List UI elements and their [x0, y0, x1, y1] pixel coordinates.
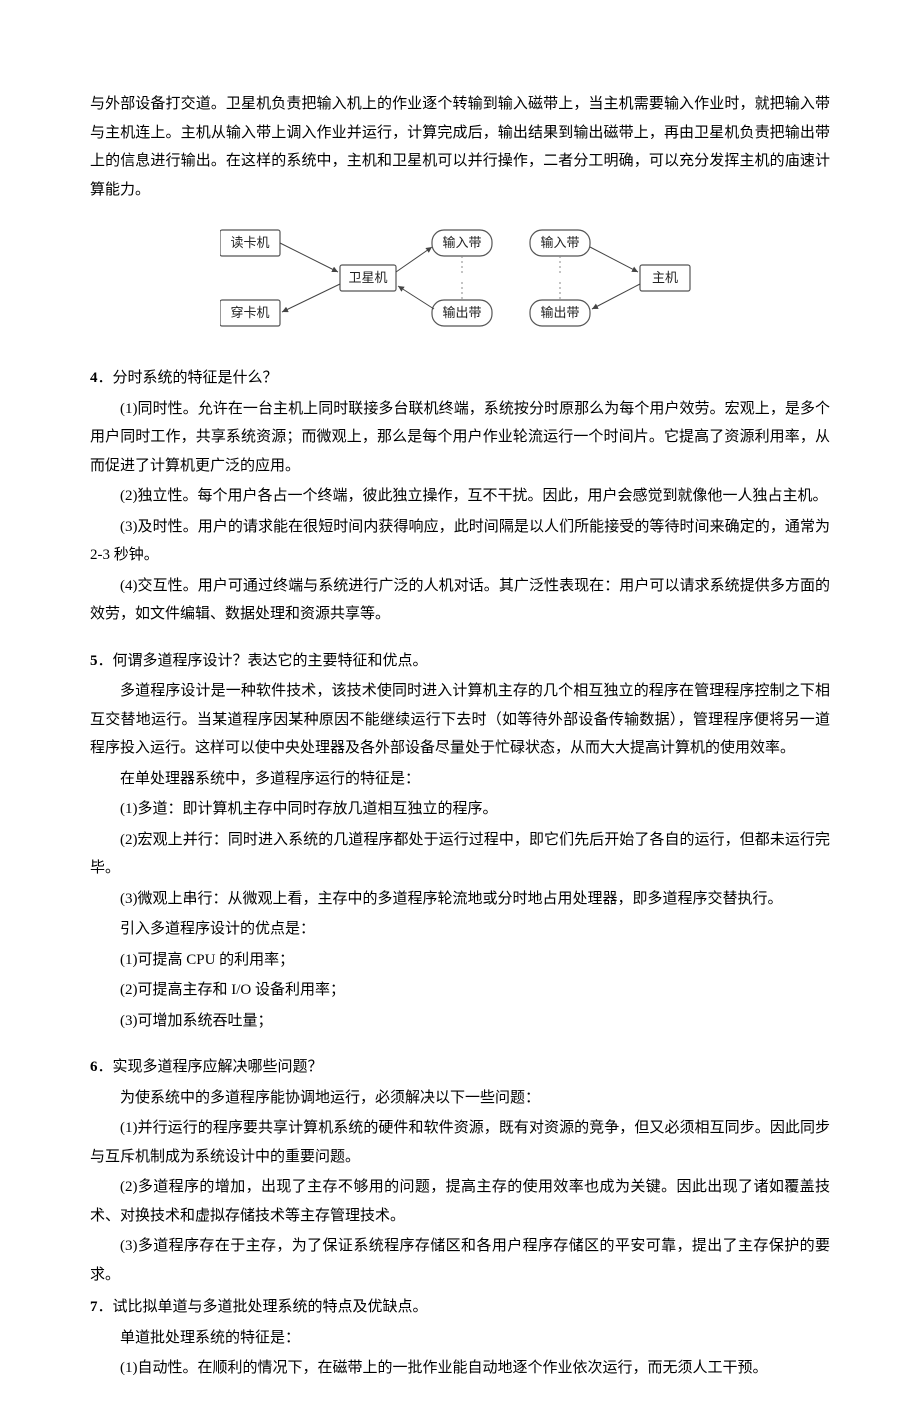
q4-number: 4 [90, 370, 98, 386]
q5-p9: (3)可增加系统吞吐量； [90, 1007, 830, 1036]
q4-p2: (2)独立性。每个用户各占一个终端，彼此独立操作，互不干扰。因此，用户会感觉到就… [90, 482, 830, 511]
q6-number: 6 [90, 1059, 98, 1075]
q6-heading: 6．实现多道程序应解决哪些问题？ [90, 1053, 830, 1082]
puncher-label: 穿卡机 [230, 305, 269, 320]
q6-p3: (2)多道程序的增加，出现了主存不够用的问题，提高主存的使用效率也成为关键。因此… [90, 1173, 830, 1230]
out-tape-left-label: 输出带 [442, 305, 481, 320]
q5-p5: (3)微观上串行：从微观上看，主存中的多道程序轮流地或分时地占用处理器，即多道程… [90, 885, 830, 914]
q6-p1: 为使系统中的多道程序能协调地运行，必须解决以下一些问题： [90, 1084, 830, 1113]
reader-label: 读卡机 [230, 235, 269, 250]
q4-title: ．分时系统的特征是什么？ [98, 370, 278, 386]
in-tape-right-label: 输入带 [540, 235, 579, 250]
arrow-outtape-satellite [398, 286, 434, 309]
arrow-satellite-puncher [282, 284, 340, 312]
q7-heading: 7．试比拟单道与多道批处理系统的特点及优缺点。 [90, 1293, 830, 1322]
q5-heading: 5．何谓多道程序设计？表达它的主要特征和优点。 [90, 647, 830, 676]
q5-p8: (2)可提高主存和 I/O 设备利用率； [90, 976, 830, 1005]
q4-p1: (1)同时性。允许在一台主机上同时联接多台联机终端，系统按分时原那么为每个用户效… [90, 395, 830, 481]
q7-p2: (1)自动性。在顺利的情况下，在磁带上的一批作业能自动地逐个作业依次运行，而无须… [90, 1354, 830, 1383]
in-tape-left-label: 输入带 [442, 235, 481, 250]
arrow-intape-host [590, 247, 638, 272]
q5-p3: (1)多道：即计算机主存中同时存放几道相互独立的程序。 [90, 795, 830, 824]
q4-p4: (4)交互性。用户可通过终端与系统进行广泛的人机对话。其广泛性表现在：用户可以请… [90, 572, 830, 629]
q5-p7: (1)可提高 CPU 的利用率； [90, 946, 830, 975]
q7-p1: 单道批处理系统的特征是： [90, 1324, 830, 1353]
q5-p2: 在单处理器系统中，多道程序运行的特征是： [90, 765, 830, 794]
q7-number: 7 [90, 1299, 98, 1315]
host-label: 主机 [652, 270, 678, 285]
q5-p6: 引入多道程序设计的优点是： [90, 915, 830, 944]
q6-title: ．实现多道程序应解决哪些问题？ [98, 1059, 323, 1075]
satellite-host-diagram: 读卡机 穿卡机 卫星机 输入带 输出带 输入带 输出带 主机 [90, 222, 830, 342]
arrow-reader-satellite [280, 243, 338, 272]
out-tape-right-label: 输出带 [540, 305, 579, 320]
q4-p3: (3)及时性。用户的请求能在很短时间内获得响应，此时间隔是以人们所能接受的等待时… [90, 513, 830, 570]
q5-title: ．何谓多道程序设计？表达它的主要特征和优点。 [98, 653, 428, 669]
arrow-host-outtape [592, 284, 640, 309]
q6-p2: (1)并行运行的程序要共享计算机系统的硬件和软件资源，既有对资源的竞争，但又必须… [90, 1114, 830, 1171]
q6-p4: (3)多道程序存在于主存，为了保证系统程序存储区和各用户程序存储区的平安可靠，提… [90, 1232, 830, 1289]
q5-number: 5 [90, 653, 98, 669]
q7-title: ．试比拟单道与多道批处理系统的特点及优缺点。 [98, 1299, 428, 1315]
q5-p4: (2)宏观上并行：同时进入系统的几道程序都处于运行过程中，即它们先后开始了各自的… [90, 826, 830, 883]
q5-p1: 多道程序设计是一种软件技术，该技术使同时进入计算机主存的几个相互独立的程序在管理… [90, 677, 830, 763]
q4-heading: 4．分时系统的特征是什么？ [90, 364, 830, 393]
satellite-label: 卫星机 [348, 270, 387, 285]
intro-paragraph: 与外部设备打交道。卫星机负责把输入机上的作业逐个转输到输入磁带上，当主机需要输入… [90, 90, 830, 204]
arrow-satellite-intape [396, 247, 432, 272]
